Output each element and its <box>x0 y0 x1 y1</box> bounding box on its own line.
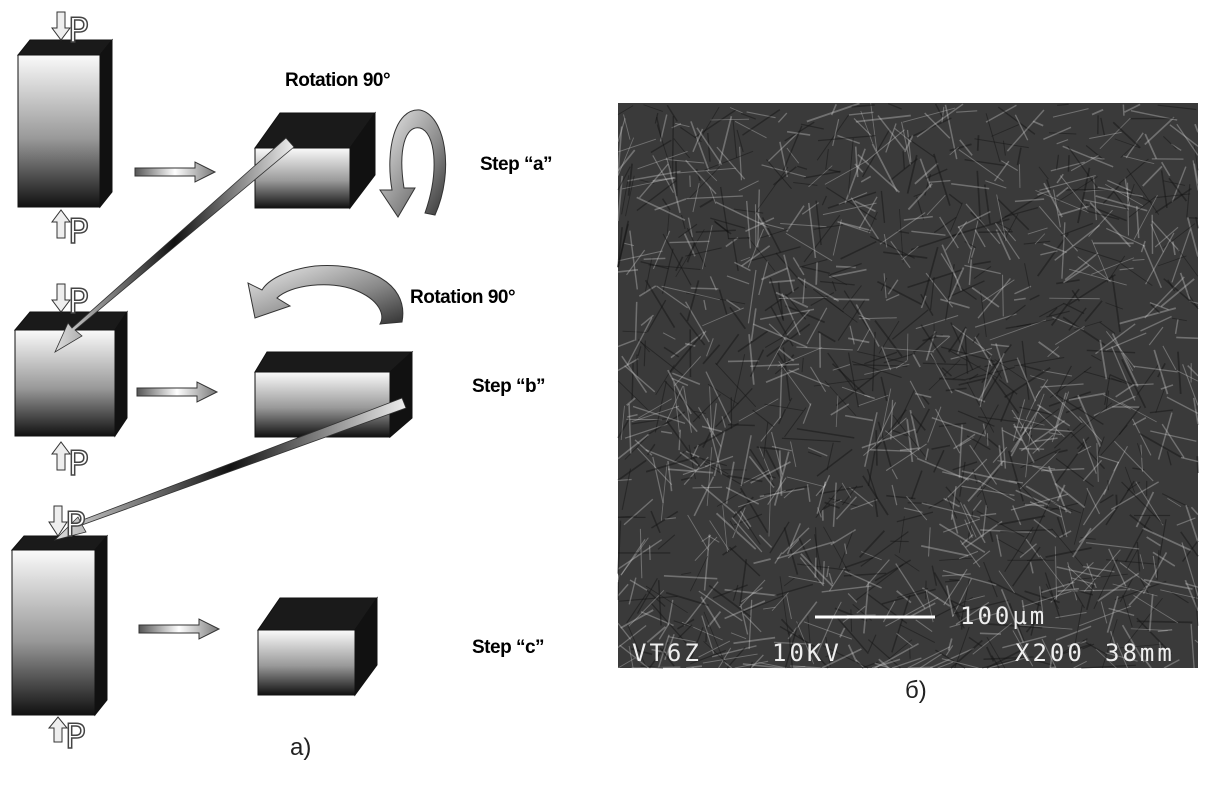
press-label: P <box>68 282 89 322</box>
press-label: P <box>65 505 86 545</box>
texture <box>815 558 816 578</box>
texture <box>1137 621 1193 622</box>
texture <box>978 135 979 151</box>
texture <box>637 354 638 376</box>
texture <box>980 633 1001 634</box>
press-label: P <box>68 11 89 51</box>
texture <box>847 615 876 616</box>
caption: а) <box>290 734 311 761</box>
texture <box>644 258 666 259</box>
info: 38mm <box>1105 639 1175 667</box>
texture <box>834 299 870 300</box>
blocks <box>12 40 412 715</box>
texture <box>978 232 1012 233</box>
texture <box>672 116 673 176</box>
micrograph <box>618 103 1198 668</box>
texture <box>676 161 677 196</box>
press-label: P <box>65 717 86 757</box>
press-label: P <box>68 212 89 252</box>
rotation-arrow-b <box>248 265 403 324</box>
texture <box>1123 105 1124 116</box>
step-label: Step “b” <box>472 376 545 397</box>
info: VT6Z <box>632 639 702 667</box>
texture <box>728 425 755 426</box>
rotation-label: Rotation 90° <box>410 287 515 308</box>
caption: б) <box>905 677 927 704</box>
texture <box>690 176 691 187</box>
texture <box>1049 298 1099 299</box>
info: 10KV <box>772 639 842 667</box>
texture <box>1176 337 1198 338</box>
rotation-label: Rotation 90° <box>285 70 390 91</box>
press-label: P <box>68 444 89 484</box>
texture <box>1197 456 1198 473</box>
texture <box>1025 505 1044 506</box>
texture <box>1068 155 1069 172</box>
page: P P P P P P Rotation 90° Rotation 90° St… <box>0 0 1219 788</box>
texture <box>691 288 718 289</box>
process-arrows <box>135 162 219 639</box>
texture <box>816 262 817 285</box>
scale-label: 100µm <box>960 602 1047 630</box>
texture <box>650 545 651 560</box>
rotation-arrow-a <box>380 110 446 217</box>
info: X200 <box>1015 639 1085 667</box>
texture <box>949 580 960 581</box>
step-label: Step “a” <box>480 154 552 175</box>
texture <box>851 609 852 631</box>
step-label: Step “c” <box>472 637 544 658</box>
texture <box>876 430 877 465</box>
